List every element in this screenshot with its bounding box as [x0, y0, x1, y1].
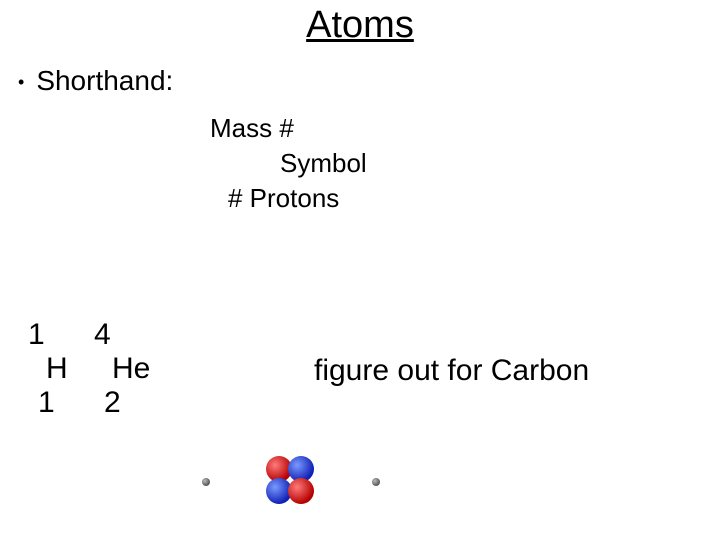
- bullet-dot-icon: •: [18, 72, 24, 93]
- hydrogen-mass: 1: [28, 318, 68, 352]
- bullet-shorthand: • Shorthand:: [18, 65, 720, 97]
- legend-symbol: Symbol: [280, 146, 720, 181]
- legend-mass: Mass #: [210, 111, 720, 146]
- helium-atom-diagram: [188, 454, 428, 534]
- example-hydrogen: 1 H 1: [28, 318, 68, 420]
- carbon-prompt: figure out for Carbon: [314, 354, 589, 388]
- page-title: Atoms: [0, 0, 720, 47]
- hydrogen-symbol: H: [46, 352, 68, 386]
- hydrogen-protons: 1: [38, 386, 68, 420]
- helium-symbol: He: [112, 352, 150, 386]
- proton-icon: [288, 478, 314, 504]
- helium-mass: 4: [94, 318, 150, 352]
- helium-protons: 2: [104, 386, 150, 420]
- legend-protons: # Protons: [228, 181, 720, 216]
- bullet-label: Shorthand:: [36, 65, 173, 96]
- electron-icon: [372, 478, 380, 486]
- example-helium: 4 He 2: [94, 318, 150, 420]
- examples-row: 1 H 1 4 He 2: [28, 318, 168, 420]
- electron-icon: [202, 478, 210, 486]
- notation-legend: Mass # Symbol # Protons: [0, 111, 720, 216]
